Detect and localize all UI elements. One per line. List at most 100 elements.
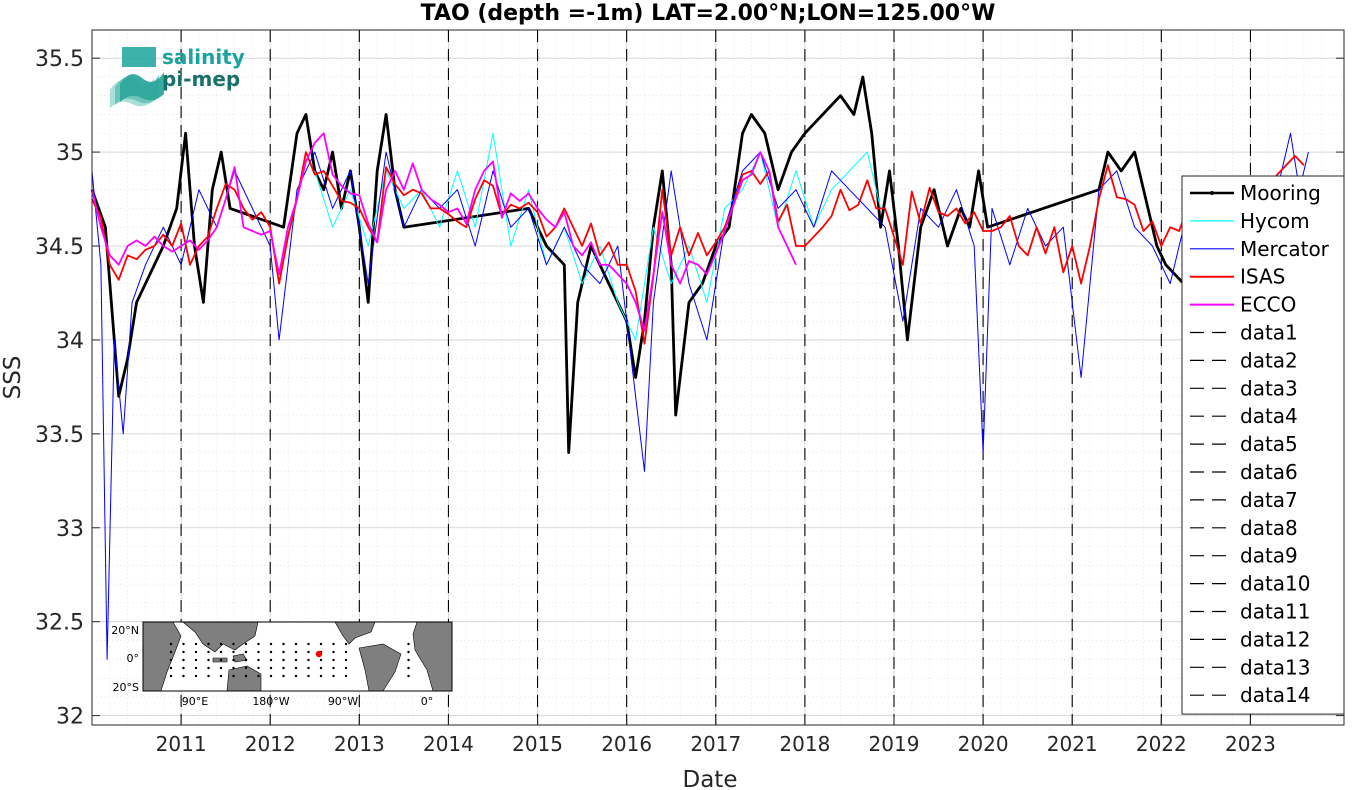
inset-buoy-dot: [282, 666, 285, 670]
inset-map-land: [226, 665, 262, 692]
x-tick-label: 2020: [958, 732, 1009, 756]
inset-buoy-dot: [194, 674, 198, 678]
legend-item-data14: data14: [1190, 683, 1311, 707]
legend-marker: [1210, 191, 1214, 195]
inset-buoy-dot: [307, 658, 310, 662]
inset-buoy-dot: [294, 666, 298, 670]
inset-lon-label: 90°W: [328, 695, 358, 708]
x-tick-label: 2017: [690, 732, 741, 756]
inset-buoy-dot: [182, 658, 185, 662]
y-tick-label: 32: [56, 705, 84, 730]
y-axis-label: SSS: [0, 356, 26, 400]
inset-map: 20°N 0° 20°S 90°E 180°W 90°W 0°: [111, 621, 453, 708]
series-line-hycom: [314, 132, 882, 341]
inset-buoy-dot: [207, 658, 210, 662]
inset-buoy-dot: [282, 642, 285, 646]
x-tick-label: 2022: [1136, 732, 1187, 756]
inset-buoy-dot: [169, 642, 173, 646]
inset-buoy-dot: [194, 658, 198, 662]
x-tick-label: 2021: [1047, 732, 1098, 756]
legend-label: data2: [1240, 348, 1298, 372]
inset-map-frame: [142, 621, 453, 692]
y-tick-label: 35: [56, 141, 84, 166]
inset-buoy-dot: [182, 666, 185, 670]
inset-buoy-dot: [194, 650, 198, 654]
legend-label: data13: [1240, 655, 1311, 679]
inset-map-land: [358, 643, 402, 692]
inset-buoy-dot: [244, 666, 248, 670]
inset-buoy-dot: [407, 658, 410, 662]
inset-buoy-dot: [269, 674, 273, 678]
inset-buoy-dot: [219, 674, 223, 678]
inset-buoy-dot: [282, 658, 285, 662]
legend-label: data9: [1240, 544, 1298, 568]
legend-label: data12: [1240, 627, 1311, 651]
inset-buoy-dot: [207, 674, 210, 678]
x-tick-label: 2018: [779, 732, 830, 756]
inset-buoy-dot: [344, 666, 348, 670]
logo-text-line1: salinity: [162, 45, 245, 69]
legend-item-data3: data3: [1190, 376, 1298, 400]
legend-label: ECCO: [1240, 293, 1296, 317]
inset-buoy-dot: [319, 666, 323, 670]
inset-buoy-dot: [407, 674, 410, 678]
inset-buoy-dot: [232, 642, 235, 646]
x-tick-label: 2023: [1225, 732, 1276, 756]
inset-buoy-dot: [232, 674, 235, 678]
inset-lon-label: 0°: [421, 695, 434, 708]
legend-item-mooring: Mooring: [1190, 181, 1321, 205]
inset-buoy-dot: [232, 650, 235, 654]
inset-buoy-dot: [332, 674, 335, 678]
inset-buoy-dot: [244, 642, 248, 646]
inset-buoy-dot: [257, 658, 260, 662]
inset-buoy-dot: [332, 658, 335, 662]
inset-buoy-dot: [169, 674, 173, 678]
inset-buoy-dot: [407, 650, 410, 654]
legend-item-data8: data8: [1190, 516, 1298, 540]
inset-map-land: [182, 621, 259, 653]
legend-item-data1: data1: [1190, 321, 1298, 345]
inset-buoy-dot: [219, 642, 223, 646]
inset-buoy-dot: [169, 658, 173, 662]
inset-buoy-dot: [282, 650, 285, 654]
series-group: [90, 75, 1309, 660]
inset-buoy-dot: [269, 658, 273, 662]
inset-buoy-dot: [257, 650, 260, 654]
y-tick-label: 33.5: [35, 423, 84, 448]
inset-buoy-dot: [344, 674, 348, 678]
inset-buoy-dot: [344, 650, 348, 654]
inset-buoy-dot: [207, 666, 210, 670]
logo-text-line2: pi-mep: [162, 67, 240, 91]
legend-item-data13: data13: [1190, 655, 1311, 679]
inset-lat-label: 20°N: [111, 624, 139, 637]
legend-label: data14: [1240, 683, 1311, 707]
inset-buoy-dot: [219, 666, 223, 670]
legend-label: data1: [1240, 321, 1298, 345]
legend-label: data11: [1240, 600, 1311, 624]
y-tick-label: 34: [56, 329, 84, 354]
inset-buoy-dot: [257, 642, 260, 646]
inset-buoy-dot: [169, 650, 173, 654]
chart-title: TAO (depth =-1m) LAT=2.00°N;LON=125.00°W: [421, 1, 996, 26]
inset-buoy-dot: [294, 674, 298, 678]
legend-label: data7: [1240, 488, 1298, 512]
inset-buoy-dot: [407, 642, 410, 646]
inset-buoy-dot: [169, 666, 173, 670]
inset-map-ocean: [143, 622, 452, 691]
inset-buoy-dot: [269, 666, 273, 670]
inset-buoy-dot: [319, 642, 323, 646]
y-tick-label: 33: [56, 517, 84, 542]
inset-buoy-dot: [307, 642, 310, 646]
inset-buoy-dot: [307, 650, 310, 654]
logo-block-icon: [122, 47, 156, 67]
inset-buoy-dot: [307, 666, 310, 670]
inset-buoy-dot: [332, 642, 335, 646]
series-line-ecco: [91, 132, 797, 332]
legend-item-data12: data12: [1190, 627, 1311, 651]
inset-buoy-dot: [219, 658, 223, 662]
legend-label: Mercator: [1240, 237, 1330, 261]
series-line-mooring: [90, 75, 1230, 454]
inset-buoy-dot: [194, 642, 198, 646]
